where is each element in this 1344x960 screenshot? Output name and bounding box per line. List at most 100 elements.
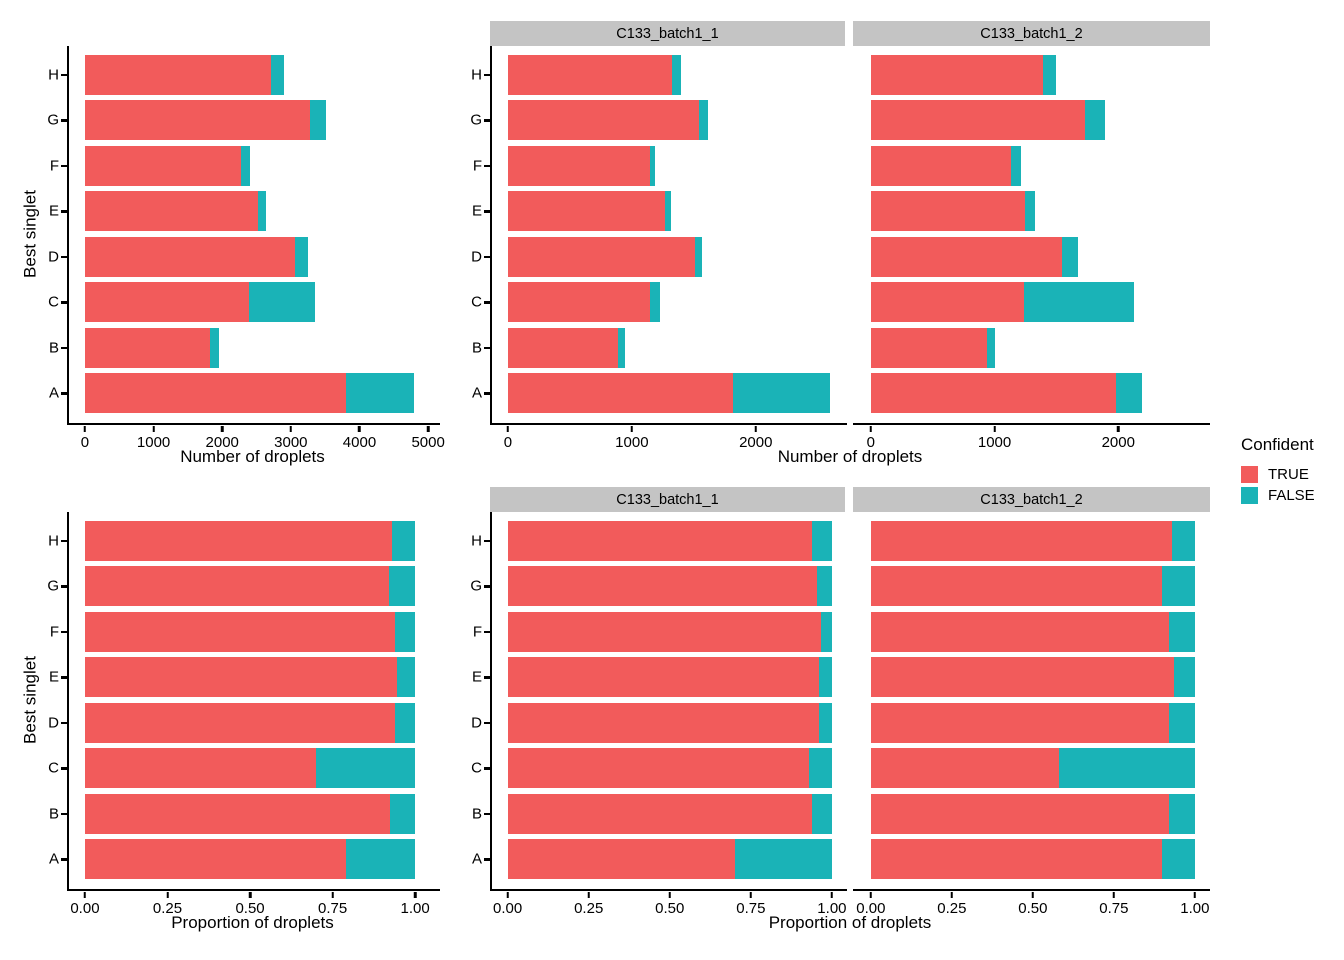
y-tick-mark [484, 119, 490, 122]
x-tick-mark [668, 891, 672, 898]
legend-swatch-true-icon [1241, 466, 1258, 483]
bar-segment-true-A [870, 839, 1163, 880]
bar-segment-true-D [507, 236, 696, 277]
y-tick-mark [484, 392, 490, 395]
legend-item-false-label: FALSE [1268, 487, 1315, 504]
y-tick-mark [484, 73, 490, 77]
bar-segment-false-B [390, 793, 416, 834]
bar-segment-true-E [870, 191, 1026, 232]
y-tick-label-D: D [471, 714, 482, 732]
bar-segment-false-D [695, 236, 703, 277]
y-tick-label-F: F [49, 623, 59, 641]
bar-segment-true-F [870, 611, 1169, 652]
x-tick-label-0.00: 0.00 [856, 900, 886, 917]
bar-segment-false-H [1043, 54, 1057, 95]
y-tick-mark [484, 767, 490, 770]
y-tick-label-B: B [48, 805, 59, 823]
bar-segment-true-G [870, 100, 1085, 141]
x-tick-label-1.00: 1.00 [817, 900, 847, 917]
x-tick-mark [869, 891, 873, 898]
bar-segment-true-A [507, 839, 735, 880]
bar-segment-false-E [665, 191, 671, 232]
bar-segment-true-D [507, 702, 819, 743]
y-tick-label-A: A [48, 850, 59, 868]
y-tick-mark [484, 721, 490, 725]
chart-panel-counts-overall: H G F E D C B A 0 1000 2000 3000 4000 5000 [47, 46, 445, 450]
x-tick-label-2000: 2000 [205, 434, 239, 451]
x-tick-label-1.00: 1.00 [1180, 900, 1210, 917]
bar-segment-false-D [1168, 702, 1195, 743]
x-tick-mark [289, 425, 293, 432]
bar-segment-true-B [870, 793, 1169, 834]
y-tick-mark [61, 119, 67, 122]
bar-segment-false-C [650, 282, 661, 323]
bar-segment-false-B [812, 793, 832, 834]
y-tick-mark [61, 255, 67, 259]
bar-segment-true-A [84, 839, 346, 880]
y-tick-label-G: G [470, 111, 482, 129]
legend-item-true-label: TRUE [1268, 466, 1309, 483]
bar-segment-true-C [507, 748, 810, 789]
x-tick-mark [83, 891, 87, 898]
y-tick-label-C: C [471, 293, 482, 311]
y-tick-label-E: E [471, 668, 482, 686]
legend-title: Confident [1241, 435, 1314, 454]
x-tick-mark [950, 891, 954, 898]
y-tick-mark [484, 676, 490, 679]
bar-segment-true-F [507, 145, 651, 186]
y-tick-label-A: A [471, 850, 482, 868]
x-tick-mark [1031, 891, 1035, 898]
x-axis-title-props-overall: Proportion of droplets [171, 913, 334, 932]
bar-segment-true-E [870, 657, 1174, 698]
chart-panel-props-batch1-1: H G F E D C B A 0.00 0.25 0.50 0.75 1.00 [470, 512, 847, 916]
bar-segment-false-F [1010, 145, 1022, 186]
bar-segment-false-E [818, 657, 832, 698]
bar-segment-true-F [84, 611, 396, 652]
x-tick-mark [830, 891, 834, 898]
bar-segment-false-A [734, 839, 832, 880]
bar-segment-true-E [84, 657, 397, 698]
x-tick-label-0.75: 0.75 [1099, 900, 1129, 917]
bar-segment-true-D [84, 236, 295, 277]
bar-segment-true-H [870, 520, 1173, 561]
x-tick-mark [587, 891, 590, 898]
y-tick-mark [484, 585, 490, 588]
bar-segment-false-G [699, 100, 709, 141]
bar-segment-false-F [241, 145, 250, 186]
bar-segment-false-E [1025, 191, 1035, 232]
x-tick-label-3000: 3000 [274, 434, 308, 451]
bar-segment-true-G [870, 566, 1163, 607]
y-tick-label-D: D [48, 714, 59, 732]
bar-segment-true-F [507, 611, 821, 652]
y-tick-mark [61, 812, 67, 816]
y-tick-label-H: H [471, 66, 482, 84]
bar-segment-false-C [809, 748, 832, 789]
bar-segment-false-C [248, 282, 316, 323]
x-tick-label-0.50: 0.50 [1018, 900, 1048, 917]
bar-segment-false-H [271, 54, 284, 95]
x-tick-label-0: 0 [503, 434, 513, 451]
x-tick-label-2000: 2000 [739, 434, 773, 451]
y-tick-label-G: G [47, 577, 59, 595]
legend-swatch-false-icon [1241, 487, 1258, 504]
y-tick-label-H: H [48, 66, 59, 84]
x-tick-mark [506, 425, 510, 432]
y-tick-label-C: C [48, 759, 59, 777]
y-tick-label-C: C [48, 293, 59, 311]
bar-segment-false-F [395, 611, 416, 652]
facet-strip-props-batch1-2: C133_batch1_2 [853, 487, 1210, 512]
y-tick-label-A: A [471, 384, 482, 402]
x-tick-label-0.50: 0.50 [235, 900, 265, 917]
y-tick-label-E: E [471, 202, 482, 220]
bar-segment-true-B [84, 793, 391, 834]
bar-segment-false-C [1024, 282, 1134, 323]
x-tick-mark [630, 425, 634, 432]
y-tick-mark [61, 585, 67, 588]
bar-segment-true-C [870, 748, 1059, 789]
y-tick-label-C: C [471, 759, 482, 777]
y-axis-title-bottom: Best singlet [20, 656, 40, 744]
bar-segment-false-H [1172, 520, 1195, 561]
bar-segment-true-E [84, 191, 258, 232]
y-tick-label-B: B [471, 339, 482, 357]
